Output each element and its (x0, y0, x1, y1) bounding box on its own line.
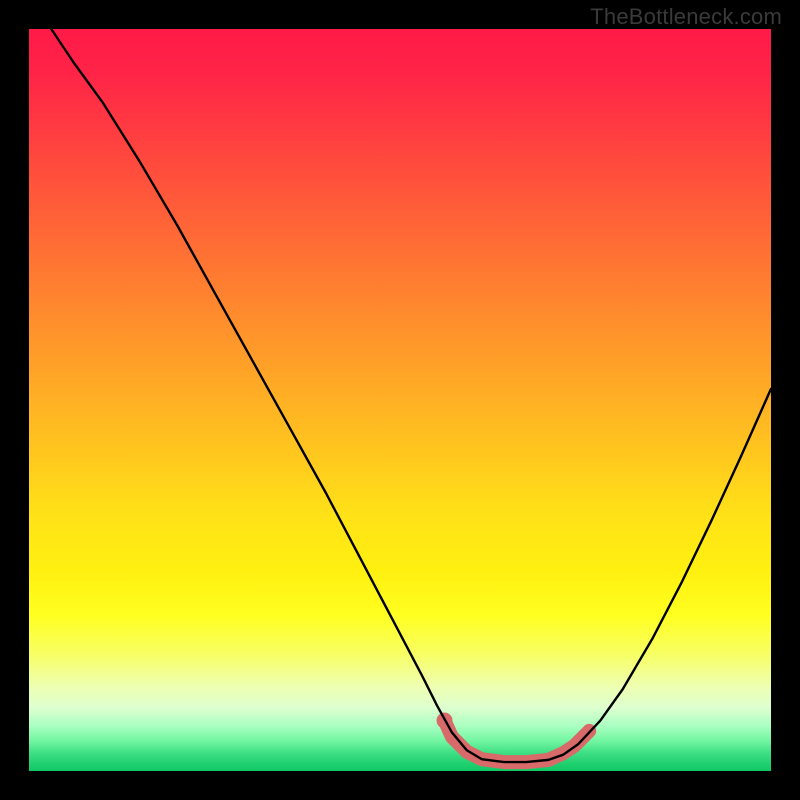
chart-canvas (0, 0, 800, 800)
plot-area (29, 29, 771, 771)
bottleneck-chart: TheBottleneck.com (0, 0, 800, 800)
